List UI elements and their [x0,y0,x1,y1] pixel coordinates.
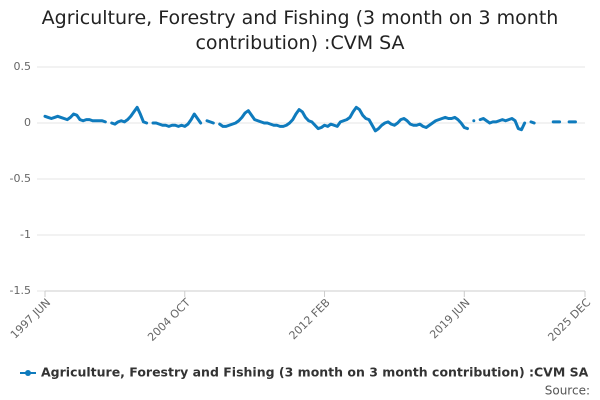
x-tick-label: 2025 DEC [545,296,593,344]
x-tick-label: 2012 FEB [287,296,333,342]
x-tick-label: 1997 JUN [8,296,53,341]
legend-marker [25,370,31,376]
y-tick-label: 0 [24,116,31,129]
y-tick-label: -0.5 [10,172,31,185]
x-tick-label: 2004 OCT [145,296,193,344]
chart-title: Agriculture, Forestry and Fishing (3 mon… [41,7,559,54]
y-tick-label: -1 [20,228,31,241]
series-line [43,105,577,133]
source-label: Source: [545,384,590,398]
y-tick-label: -1.5 [10,284,31,297]
y-tick-label: 0.5 [14,60,32,73]
legend-label: Agriculture, Forestry and Fishing (3 mon… [41,365,589,380]
x-tick-label: 2019 JUN [427,296,472,341]
